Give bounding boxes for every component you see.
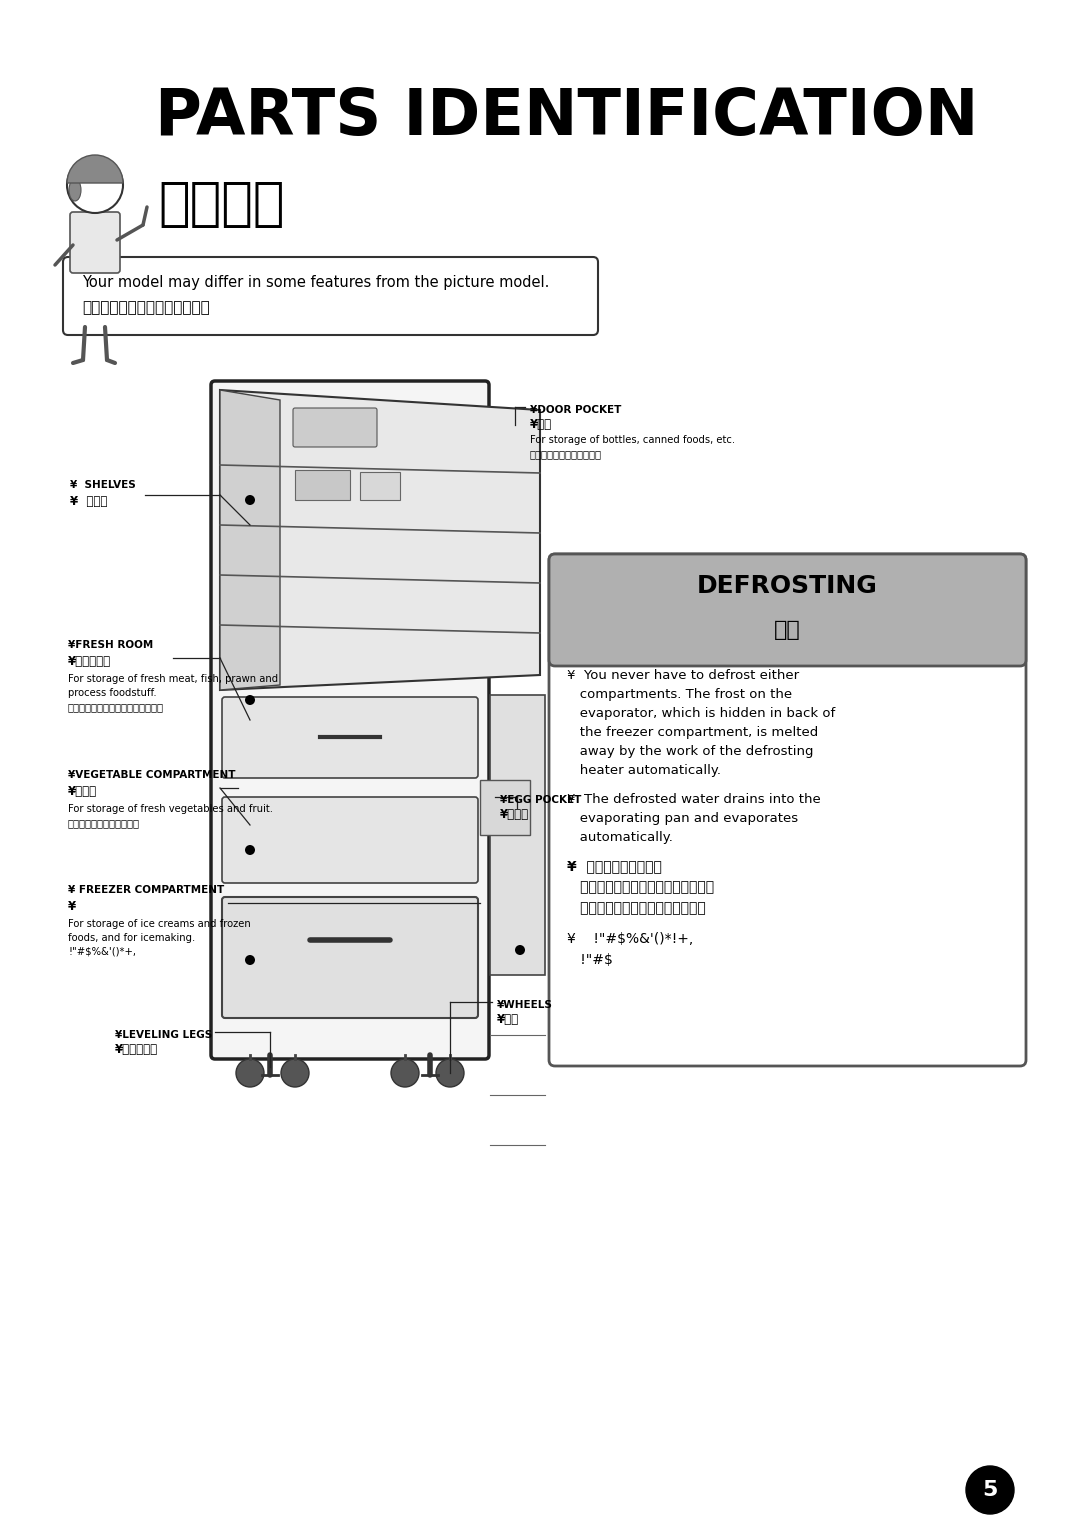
- Text: ¥LEVELING LEGS: ¥LEVELING LEGS: [114, 1030, 213, 1041]
- Text: ¥DOOR POCKET: ¥DOOR POCKET: [530, 405, 621, 416]
- Circle shape: [245, 955, 255, 966]
- Text: evaporating pan and evaporates: evaporating pan and evaporates: [567, 811, 798, 825]
- Text: DEFROSTING: DEFROSTING: [697, 575, 878, 597]
- Text: ¥腳輪: ¥腳輪: [497, 1013, 519, 1025]
- Circle shape: [436, 1059, 464, 1086]
- Text: 存放瓶類，罐頭食品等用。: 存放瓶類，罐頭食品等用。: [530, 449, 602, 458]
- Text: evaporator, which is hidden in back of: evaporator, which is hidden in back of: [567, 707, 835, 720]
- Text: ¥: ¥: [68, 900, 76, 914]
- Text: !"#$: !"#$: [567, 953, 612, 967]
- Wedge shape: [67, 154, 123, 183]
- Ellipse shape: [69, 179, 81, 202]
- Polygon shape: [220, 390, 280, 691]
- Text: 各部名稱: 各部名稱: [158, 177, 284, 231]
- Text: ¥ FREEZER COMPARTMENT: ¥ FREEZER COMPARTMENT: [68, 885, 225, 895]
- Text: ¥EGG POCKET: ¥EGG POCKET: [500, 795, 581, 805]
- Text: heater automatically.: heater automatically.: [567, 764, 721, 778]
- Text: the freezer compartment, is melted: the freezer compartment, is melted: [567, 726, 819, 740]
- Bar: [556, 640, 1020, 660]
- Circle shape: [281, 1059, 309, 1086]
- Text: foods, and for icemaking.: foods, and for icemaking.: [68, 934, 195, 943]
- Circle shape: [966, 1465, 1014, 1514]
- Text: PARTS IDENTIFICATION: PARTS IDENTIFICATION: [156, 86, 978, 148]
- Text: 貯藏新鮮蔬菜和水果之用。: 貯藏新鮮蔬菜和水果之用。: [68, 817, 140, 828]
- FancyBboxPatch shape: [222, 798, 478, 883]
- Text: compartments. The frost on the: compartments. The frost on the: [567, 688, 792, 701]
- Circle shape: [237, 1059, 264, 1086]
- Text: away by the work of the defrosting: away by the work of the defrosting: [567, 746, 813, 758]
- Text: ¥  SHELVES: ¥ SHELVES: [70, 480, 136, 490]
- FancyBboxPatch shape: [63, 257, 598, 335]
- Text: ¥水平調整腳: ¥水平調整腳: [114, 1044, 158, 1056]
- Text: ¥WHEELS: ¥WHEELS: [497, 999, 553, 1010]
- Circle shape: [245, 495, 255, 504]
- Text: automatically.: automatically.: [567, 831, 673, 843]
- Text: process foodstuff.: process foodstuff.: [68, 688, 157, 698]
- FancyBboxPatch shape: [70, 212, 120, 274]
- Text: ¥門架: ¥門架: [530, 419, 552, 431]
- Bar: [490, 695, 545, 975]
- Text: 用以貯藏生肉、鮮魚、對蝦及各種加: 用以貯藏生肉、鮮魚、對蝦及各種加: [68, 701, 164, 712]
- Text: ¥蔬菜箱: ¥蔬菜箱: [68, 785, 97, 798]
- Text: ¥  The defrosted water drains into the: ¥ The defrosted water drains into the: [567, 793, 821, 805]
- Text: For storage of ice creams and frozen: For storage of ice creams and frozen: [68, 918, 251, 929]
- Text: ¥  任何部份均不需除霜: ¥ 任何部份均不需除霜: [567, 859, 662, 872]
- FancyBboxPatch shape: [549, 555, 1026, 1067]
- Text: 本機與上圖所示型號稍有出入。: 本機與上圖所示型號稍有出入。: [82, 299, 210, 315]
- Text: ¥  You never have to defrost either: ¥ You never have to defrost either: [567, 669, 799, 681]
- Text: ¥    !"#$%&'()*!+,: ¥ !"#$%&'()*!+,: [567, 932, 693, 946]
- Text: 5: 5: [983, 1481, 998, 1500]
- Text: Your model may differ in some features from the picture model.: Your model may differ in some features f…: [82, 275, 550, 290]
- Circle shape: [515, 944, 525, 955]
- FancyBboxPatch shape: [549, 555, 1026, 666]
- FancyBboxPatch shape: [222, 897, 478, 1018]
- Text: ¥FRESH ROOM: ¥FRESH ROOM: [68, 640, 153, 649]
- Circle shape: [67, 157, 123, 212]
- Circle shape: [391, 1059, 419, 1086]
- Bar: [295, 471, 350, 500]
- Text: !"#$%&'()*+,: !"#$%&'()*+,: [68, 947, 136, 957]
- Text: ¥  間隔架: ¥ 間隔架: [70, 495, 107, 507]
- Text: For storage of bottles, canned foods, etc.: For storage of bottles, canned foods, et…: [530, 435, 735, 445]
- FancyBboxPatch shape: [222, 697, 478, 778]
- Text: ¥VEGETABLE COMPARTMENT: ¥VEGETABLE COMPARTMENT: [68, 770, 235, 779]
- Text: ¥冰溫保鮮箱: ¥冰溫保鮮箱: [68, 656, 111, 668]
- Polygon shape: [220, 390, 540, 691]
- Text: ¥雞蛋架: ¥雞蛋架: [500, 808, 529, 821]
- Bar: [480, 779, 530, 834]
- FancyBboxPatch shape: [211, 380, 489, 1059]
- Text: For storage of fresh vegetables and fruit.: For storage of fresh vegetables and frui…: [68, 804, 273, 814]
- Bar: [360, 472, 400, 500]
- Circle shape: [245, 845, 255, 856]
- Circle shape: [245, 695, 255, 704]
- Text: 急凍室背面的蒸發器上的雪，由於除: 急凍室背面的蒸發器上的雪，由於除: [567, 880, 714, 894]
- Text: 除霜: 除霜: [774, 620, 801, 640]
- Text: 霜發熱管的作用可自動完全溶解。: 霜發熱管的作用可自動完全溶解。: [567, 902, 705, 915]
- FancyBboxPatch shape: [293, 408, 377, 448]
- Text: For storage of fresh meat, fish, prawn and: For storage of fresh meat, fish, prawn a…: [68, 674, 279, 685]
